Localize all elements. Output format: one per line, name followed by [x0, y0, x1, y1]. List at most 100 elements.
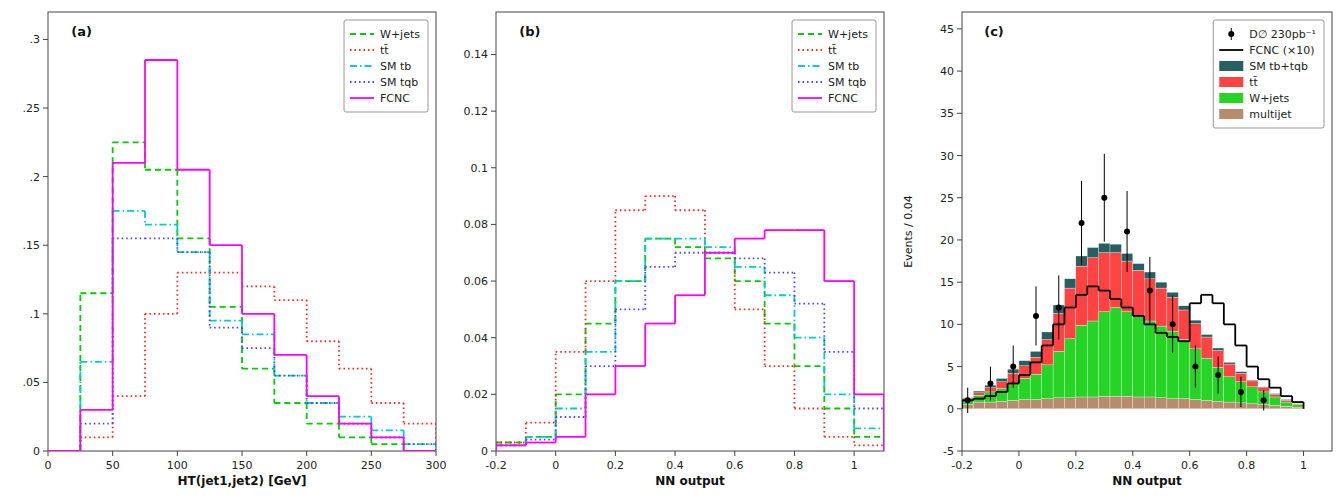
step-segment — [242, 285, 274, 287]
series — [965, 154, 1267, 413]
y-tick-label: 10 — [940, 318, 954, 331]
step-riser — [496, 445, 497, 451]
step-segment — [145, 313, 177, 315]
series — [496, 253, 884, 451]
step-riser — [1029, 362, 1031, 375]
legend-swatch — [350, 49, 374, 51]
step-riser — [306, 403, 308, 424]
series — [962, 253, 1304, 405]
x-tick-label: 0 — [1015, 459, 1022, 472]
step-segment — [48, 450, 80, 451]
legend-item: W+jets — [798, 28, 868, 41]
x-tick — [177, 451, 178, 456]
legend-label: SM tqb — [380, 76, 418, 89]
step-segment — [80, 423, 112, 425]
step-segment — [371, 430, 403, 432]
panel-label: (b) — [519, 24, 540, 39]
legend-item: FCNC — [798, 92, 858, 105]
step-segment — [404, 450, 436, 451]
step-riser — [496, 443, 497, 451]
step-segment — [307, 402, 339, 404]
step-segment — [1292, 401, 1303, 403]
x-tick-label: -0.2 — [485, 459, 506, 472]
step-segment — [645, 323, 675, 325]
panel: -0.200.20.40.60.81-5051015202530354045(c… — [902, 12, 1332, 488]
x-tick-label: 0.8 — [786, 459, 804, 472]
legend-swatch — [1219, 93, 1243, 103]
histogram-bar — [1269, 397, 1280, 405]
histogram-bar — [1201, 334, 1212, 337]
legend-item: SM tb — [350, 60, 411, 73]
step-riser — [644, 196, 646, 210]
histogram-bar — [1087, 248, 1098, 258]
step-riser — [370, 424, 372, 438]
step-segment — [735, 266, 765, 268]
histogram-bar — [1110, 396, 1121, 409]
step-riser — [995, 392, 997, 396]
x-tick-label: 1 — [851, 459, 858, 472]
legend-item: multijet — [1219, 108, 1292, 121]
legend-swatch — [1219, 61, 1243, 71]
step-riser — [984, 396, 986, 399]
x-tick-label: 250 — [361, 459, 382, 472]
legend: W+jetstt̄SM tbSM tqbFCNC — [792, 20, 876, 112]
y-tick-label: .05 — [23, 376, 41, 389]
step-segment — [735, 280, 765, 282]
legend-box — [344, 20, 428, 112]
histogram-bar — [1144, 321, 1155, 397]
step-segment — [556, 393, 586, 395]
legend-swatch — [350, 65, 374, 67]
step-segment — [765, 272, 795, 274]
step-segment — [1269, 387, 1280, 389]
legend: W+jetstt̄SM tbSM tqbFCNC — [344, 20, 428, 112]
step-riser — [370, 369, 372, 403]
series — [48, 211, 436, 451]
x-tick-label: 200 — [296, 459, 317, 472]
histogram-bar — [1110, 307, 1121, 396]
histogram-bar — [1008, 400, 1019, 408]
y-tick — [957, 197, 962, 198]
y-tick — [43, 245, 48, 246]
series — [496, 230, 884, 451]
step-segment — [371, 436, 403, 438]
x-tick-label: -0.2 — [951, 459, 972, 472]
legend-item: tt̄ — [798, 44, 837, 57]
step-riser — [823, 304, 825, 352]
histogram-bar — [996, 378, 1007, 381]
histogram-bar — [1190, 324, 1201, 349]
histogram-bar — [1144, 397, 1155, 409]
legend: D∅ 230pb⁻¹FCNC (×10)SM tb+tqbtt̄W+jetsmu… — [1213, 20, 1324, 128]
histogram-bar — [973, 391, 984, 393]
histogram-bar — [1178, 399, 1189, 409]
step-segment — [1076, 294, 1087, 296]
histogram-bar — [1224, 364, 1235, 377]
x-tick — [615, 451, 616, 456]
histogram-bar — [1224, 402, 1235, 409]
step-riser — [79, 362, 81, 451]
step-riser — [370, 437, 372, 444]
y-tick — [957, 155, 962, 156]
plot-frame — [962, 12, 1332, 451]
histogram-bar — [1064, 339, 1075, 398]
y-tick-label: -5 — [943, 445, 954, 458]
step-segment — [145, 169, 177, 171]
step-riser — [306, 355, 308, 396]
step-segment — [371, 402, 403, 404]
step-riser — [764, 309, 766, 366]
step-segment — [556, 436, 586, 438]
step-riser — [176, 225, 178, 252]
y-tick-label: 0.08 — [464, 218, 489, 231]
x-axis-label: NN output — [655, 474, 725, 488]
step-riser — [585, 394, 587, 436]
step-segment — [1224, 323, 1235, 325]
histogram-bar — [973, 395, 984, 402]
step-segment — [145, 59, 177, 61]
y-tick — [957, 28, 962, 29]
legend-swatch — [350, 81, 374, 83]
legend-label: FCNC (×10) — [1249, 44, 1314, 57]
legend-item: SM tb — [798, 60, 859, 73]
histogram-bar — [1258, 386, 1269, 388]
histogram-bar — [973, 402, 984, 409]
step-segment — [210, 272, 242, 274]
x-tick — [675, 451, 676, 456]
